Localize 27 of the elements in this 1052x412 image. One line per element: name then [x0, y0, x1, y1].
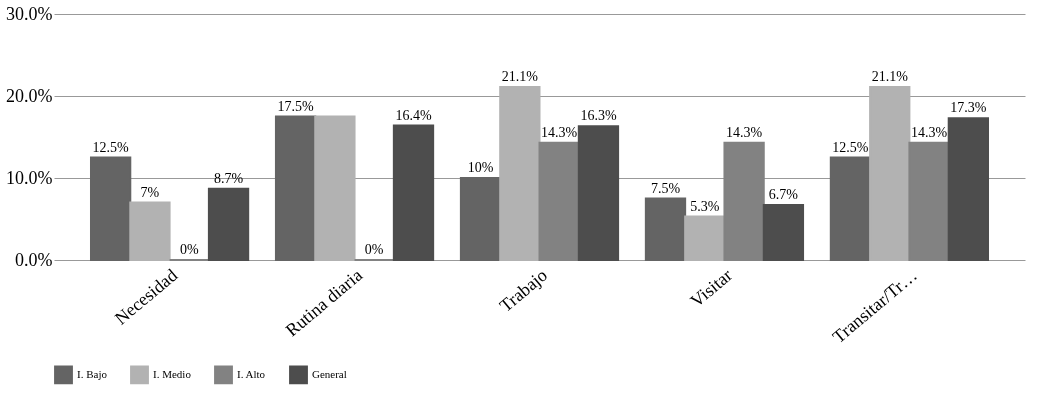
data-label: 10%	[467, 160, 494, 175]
data-label: 0%	[364, 242, 384, 257]
data-label: 5.3%	[690, 198, 720, 214]
data-label: 12.5%	[832, 139, 869, 155]
data-label: 14.3%	[910, 124, 948, 140]
data-label: 8.7%	[213, 170, 244, 186]
legend-label: I. Medio	[153, 367, 192, 380]
data-label: 21.1%	[501, 68, 539, 84]
data-label: 16.3%	[580, 108, 617, 124]
data-label: 14.3%	[541, 124, 578, 140]
data-label: 17.5%	[277, 98, 315, 114]
data-label: 0%	[179, 242, 199, 257]
legend-label: I. Bajo	[77, 367, 108, 380]
data-label: 21.1%	[871, 68, 909, 84]
data-label: 12.5%	[92, 139, 130, 155]
data-label: 7.5%	[650, 180, 681, 196]
data-label: 17.3%	[950, 100, 987, 116]
y-tick-label: 20.0%	[6, 85, 53, 106]
data-label: 6.7%	[768, 187, 799, 203]
legend-label: I. Alto	[237, 367, 266, 380]
data-label: 16.4%	[395, 107, 432, 123]
y-tick-label: 0.0%	[15, 249, 53, 270]
y-tick-label: 10.0%	[6, 167, 53, 188]
data-label: 14.3%	[726, 124, 763, 140]
data-label: 7%	[140, 184, 160, 200]
legend-label: General	[312, 367, 347, 380]
y-tick-label: 30.0%	[6, 3, 53, 24]
